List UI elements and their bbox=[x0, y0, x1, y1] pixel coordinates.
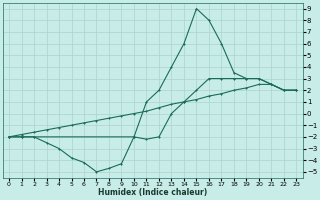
X-axis label: Humidex (Indice chaleur): Humidex (Indice chaleur) bbox=[98, 188, 207, 197]
